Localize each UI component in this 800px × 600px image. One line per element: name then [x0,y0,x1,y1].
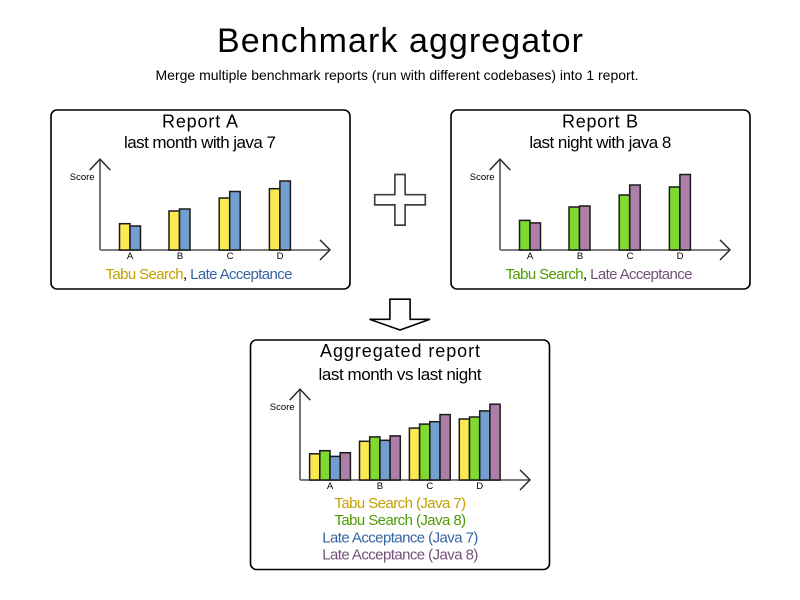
svg-text:Score: Score [270,402,295,413]
svg-text:Aggregated report: Aggregated report [320,341,481,361]
svg-text:D: D [277,251,284,262]
svg-text:A: A [327,481,334,492]
svg-text:C: C [227,251,234,262]
svg-text:Report B: Report B [562,111,639,131]
svg-text:A: A [527,251,534,262]
svg-text:C: C [627,251,634,262]
svg-text:last month vs last night: last month vs last night [319,365,482,384]
svg-text:D: D [677,251,684,262]
svg-text:B: B [577,251,583,262]
svg-text:Benchmark aggregator: Benchmark aggregator [217,22,584,60]
svg-text:C: C [426,481,433,492]
svg-text:Score: Score [470,172,495,183]
svg-text:last night with java 8: last night with java 8 [529,133,670,152]
svg-text:D: D [476,481,483,492]
svg-text:Late Acceptance (Java 7): Late Acceptance (Java 7) [322,529,478,546]
svg-text:Report A: Report A [162,111,239,131]
svg-text:Score: Score [70,172,95,183]
svg-text:A: A [127,251,134,262]
svg-text:last month with java 7: last month with java 7 [124,133,275,152]
svg-text:B: B [177,251,183,262]
svg-text:Tabu Search (Java 7): Tabu Search (Java 7) [334,495,466,512]
svg-text:Tabu Search, Late Acceptance: Tabu Search, Late Acceptance [105,266,292,283]
svg-text:Merge multiple benchmark repor: Merge multiple benchmark reports (run wi… [156,67,639,83]
svg-text:B: B [377,481,383,492]
svg-text:Late Acceptance (Java 8): Late Acceptance (Java 8) [322,546,478,563]
svg-text:Tabu Search (Java 8): Tabu Search (Java 8) [334,512,466,529]
svg-text:Tabu Search, Late Acceptance: Tabu Search, Late Acceptance [505,266,692,283]
